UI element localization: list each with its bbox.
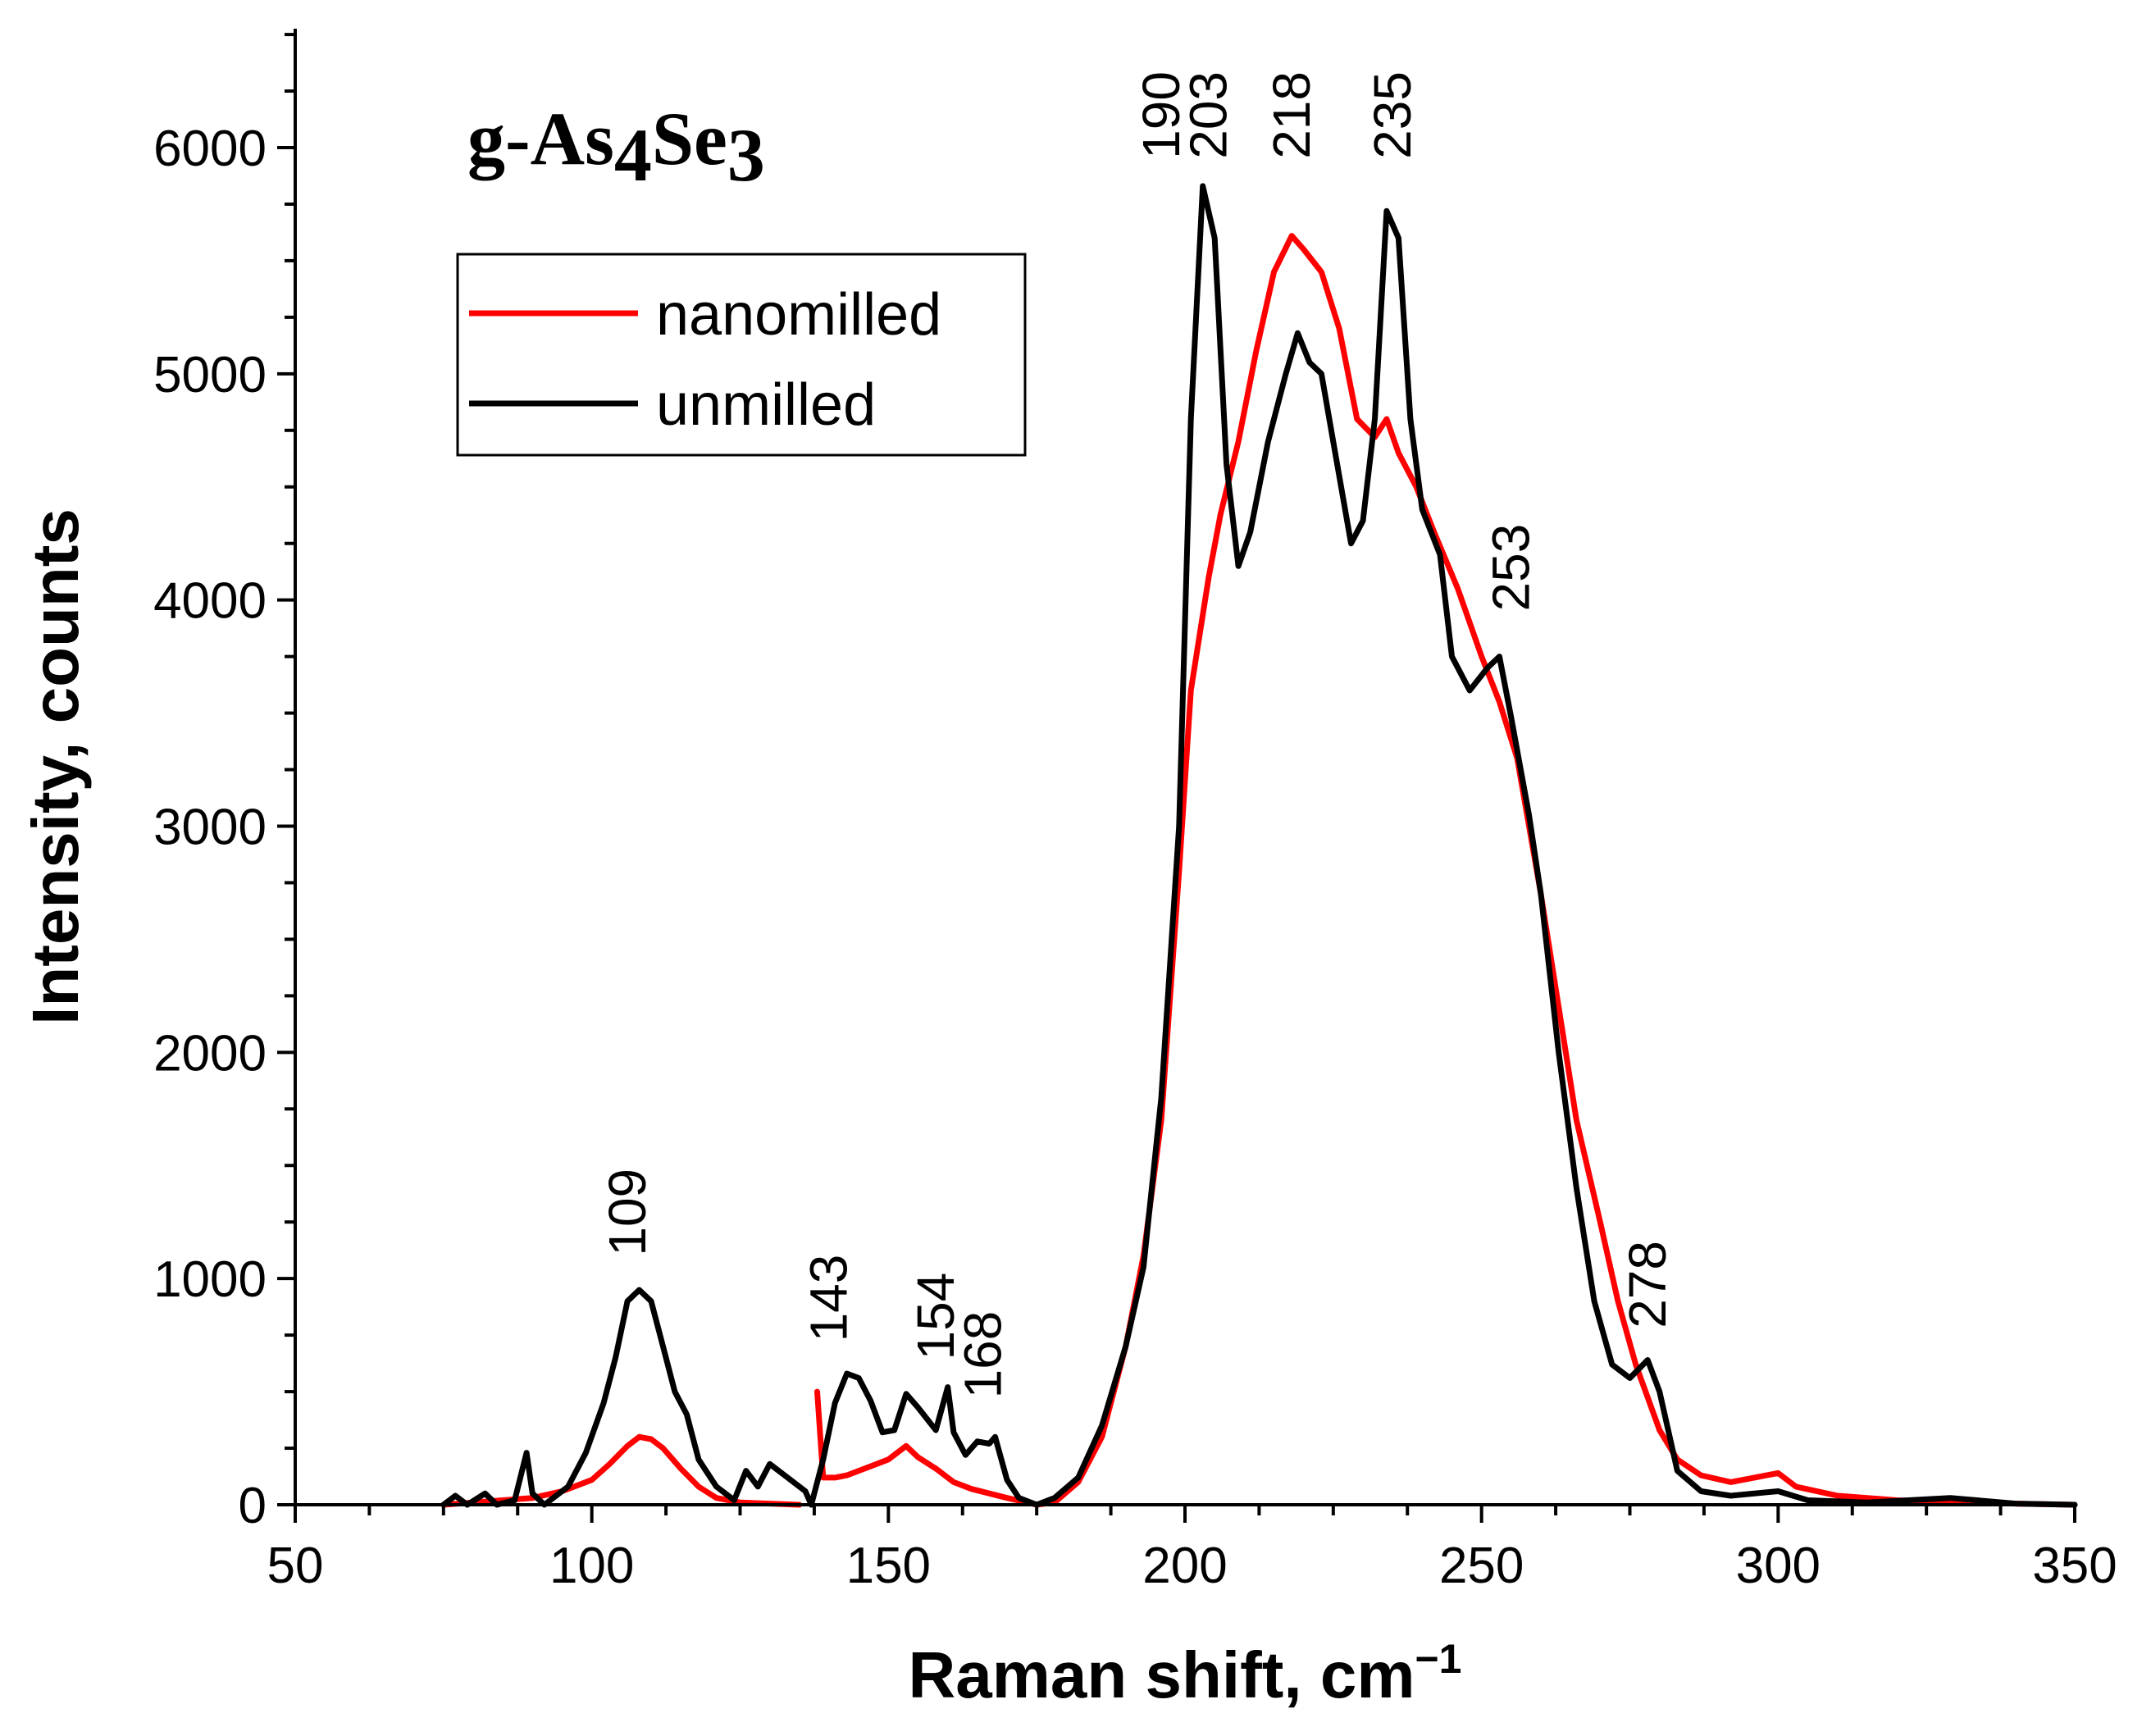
y-tick-label: 6000 [153, 121, 267, 177]
x-axis-title: Raman shift, cm−1 [909, 1636, 1462, 1711]
peak-label-168: 168 [954, 1311, 1013, 1399]
y-tick-label: 3000 [153, 800, 267, 856]
peak-label-109: 109 [598, 1169, 657, 1256]
y-tick-label: 0 [239, 1478, 267, 1534]
peak-label-278: 278 [1618, 1241, 1677, 1328]
series-line-unmilled-0 [440, 183, 2078, 1508]
x-tick-label: 200 [1142, 1538, 1227, 1594]
legend: nanomilled unmilled [456, 253, 1027, 457]
peak-label-203: 203 [1179, 71, 1238, 159]
peak-label-235: 235 [1363, 71, 1422, 159]
y-tick-label: 4000 [153, 573, 267, 630]
sample-title: g-As4Se3 [467, 97, 765, 197]
peak-label-143: 143 [800, 1255, 859, 1342]
y-tick-label: 2000 [153, 1025, 267, 1082]
y-tick-label: 5000 [153, 347, 267, 403]
peak-label-218: 218 [1262, 71, 1321, 159]
series-line-nanomilled-0 [440, 1433, 803, 1508]
peak-label-190: 190 [1132, 71, 1191, 159]
x-tick-label: 350 [2032, 1538, 2117, 1594]
peak-label-253: 253 [1481, 524, 1540, 612]
legend-box [456, 253, 1027, 457]
x-tick-label: 300 [1736, 1538, 1821, 1594]
y-tick-label: 1000 [153, 1251, 267, 1308]
y-axis-title: Intensity, counts [19, 508, 92, 1025]
x-tick-label: 100 [549, 1538, 634, 1594]
x-tick-label: 150 [846, 1538, 931, 1594]
x-tick-label: 250 [1439, 1538, 1524, 1594]
peak-label-154: 154 [906, 1273, 965, 1360]
x-tick-label: 50 [267, 1538, 324, 1594]
series-line-nanomilled-1 [814, 233, 2078, 1508]
legend-label-unmilled: unmilled [656, 372, 876, 438]
legend-label-nanomilled: nanomilled [656, 282, 941, 348]
